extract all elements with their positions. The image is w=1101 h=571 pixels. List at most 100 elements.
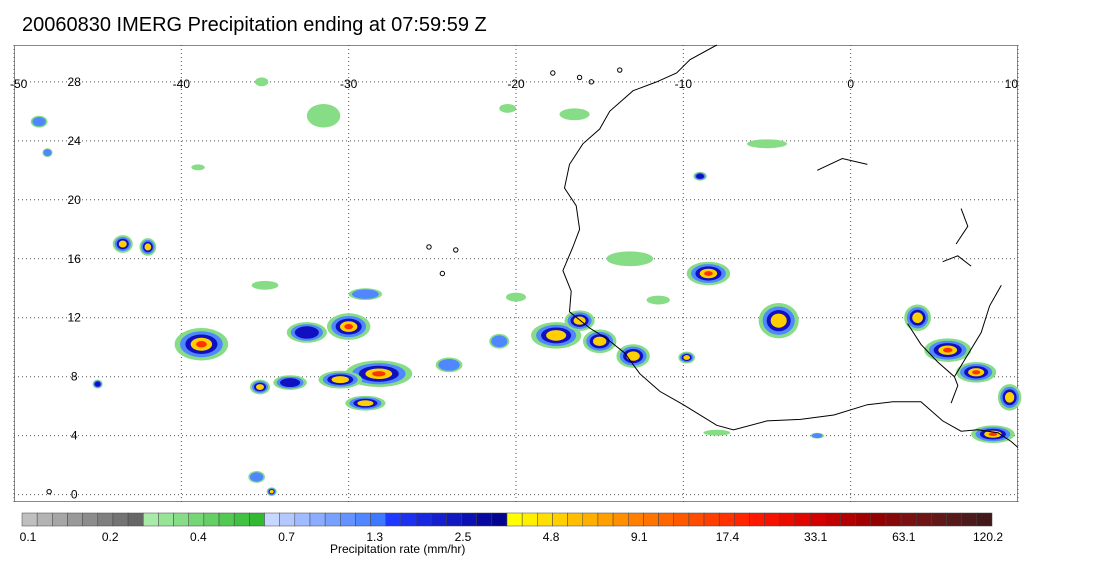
- precip-cell: [758, 302, 799, 339]
- lat-tick-label: 16: [68, 252, 82, 266]
- precip-cell: [286, 322, 327, 343]
- precip-cell: [348, 288, 383, 301]
- colorbar-tick-label: 9.1: [631, 530, 648, 544]
- colorbar-swatch: [537, 512, 553, 527]
- lon-tick-label: 0: [847, 77, 854, 91]
- colorbar-swatch: [340, 512, 356, 527]
- precip-contour: [352, 289, 379, 299]
- colorbar-swatch: [249, 512, 265, 527]
- precip-contour: [491, 335, 508, 348]
- precip-contour: [559, 108, 590, 121]
- colorbar-swatch: [885, 512, 902, 527]
- colorbar-swatch: [855, 512, 871, 527]
- colorbar-swatch: [628, 512, 644, 527]
- precip-cell: [318, 370, 363, 389]
- colorbar-swatch: [218, 512, 235, 527]
- lon-tick-label: -10: [675, 77, 693, 91]
- colorbar-swatch: [976, 512, 993, 527]
- precip-contour: [331, 376, 350, 384]
- colorbar-tick-label: 0.2: [102, 530, 119, 544]
- longitude-labels: -50 -40 -30 -20 -10 0 10: [10, 77, 1018, 91]
- precip-cell: [746, 139, 788, 149]
- precip-contour: [505, 292, 527, 302]
- colorbar-tick-label: 33.1: [804, 530, 828, 544]
- precip-contour: [912, 312, 923, 324]
- lat-tick-label: 8: [71, 370, 78, 384]
- precip-contour: [269, 489, 274, 494]
- precip-contour: [255, 384, 264, 390]
- precip-cell: [646, 295, 670, 305]
- precip-cell: [191, 164, 205, 171]
- colorbar-swatch: [900, 512, 917, 527]
- colorbar-swatch: [506, 512, 523, 527]
- precip-contour: [294, 326, 319, 339]
- colorbar-swatch: [385, 512, 402, 527]
- colorbar-swatch: [521, 512, 538, 527]
- precip-cell: [956, 361, 997, 383]
- precip-cell: [686, 261, 731, 286]
- island-outline: [46, 488, 52, 495]
- colorbar-tick-label: 4.8: [543, 530, 560, 544]
- colorbar-swatch: [324, 512, 341, 527]
- precip-contour: [306, 103, 341, 128]
- precipitation-field: [30, 77, 1022, 497]
- precip-cell: [559, 108, 590, 121]
- lon-tick-label: 10: [1005, 77, 1019, 91]
- colorbar-swatch: [415, 512, 432, 527]
- precip-contour: [344, 323, 354, 330]
- colorbar-swatches: [21, 512, 993, 527]
- lat-tick-label: 24: [68, 134, 82, 148]
- precip-cell: [678, 351, 696, 364]
- precip-cell: [904, 304, 931, 331]
- precip-contour: [811, 433, 823, 439]
- precip-cell: [531, 322, 582, 349]
- precip-cell: [606, 251, 654, 267]
- precip-cell: [174, 328, 229, 361]
- colorbar-tick-label: 1.3: [366, 530, 383, 544]
- colorbar-swatch: [673, 512, 690, 527]
- colorbar-swatch: [597, 512, 614, 527]
- graticule: [13, 45, 1019, 502]
- precip-cell: [345, 360, 413, 388]
- precip-cell: [810, 432, 824, 439]
- precip-cell: [92, 379, 103, 389]
- colorbar-swatch: [658, 512, 674, 527]
- lon-tick-label: -20: [507, 77, 525, 91]
- colorbar-tick-label: 2.5: [455, 530, 472, 544]
- precip-cell: [251, 280, 279, 290]
- colorbar-swatch: [233, 512, 250, 527]
- colorbar-swatch: [552, 512, 568, 527]
- precip-contour: [357, 400, 374, 407]
- island-outline: [426, 244, 432, 250]
- colorbar-tick-label: 120.2: [973, 530, 1003, 544]
- colorbar-swatch: [309, 512, 326, 527]
- island-outline: [588, 79, 594, 85]
- coastline: [46, 44, 1019, 495]
- coastline-path: [562, 44, 1019, 448]
- colorbar-tick-label: 0.4: [190, 530, 207, 544]
- precip-contour: [1004, 392, 1015, 403]
- colorbar-swatch: [825, 512, 841, 527]
- precip-contour: [592, 336, 607, 347]
- precip-cell: [997, 384, 1022, 411]
- precip-cell: [435, 357, 463, 373]
- map-title: 20060830 IMERG Precipitation ending at 0…: [22, 14, 487, 36]
- colorbar-swatch: [809, 512, 826, 527]
- precip-contour: [254, 77, 269, 87]
- precip-contour: [249, 472, 264, 482]
- colorbar-swatch: [612, 512, 629, 527]
- precip-cell: [326, 313, 371, 340]
- river-path: [816, 157, 868, 171]
- colorbar-swatch: [476, 512, 493, 527]
- colorbar-swatch: [688, 512, 705, 527]
- colorbar-swatch: [52, 512, 68, 527]
- precip-contour: [606, 251, 654, 267]
- colorbar-swatch: [567, 512, 584, 527]
- colorbar-swatch: [370, 512, 386, 527]
- colorbar-swatch: [264, 512, 280, 527]
- colorbar-swatch: [203, 512, 220, 527]
- precip-cell: [30, 115, 48, 128]
- latitude-labels: 0 4 8 12 16 20 24 28: [68, 75, 82, 502]
- lat-tick-label: 20: [68, 193, 82, 207]
